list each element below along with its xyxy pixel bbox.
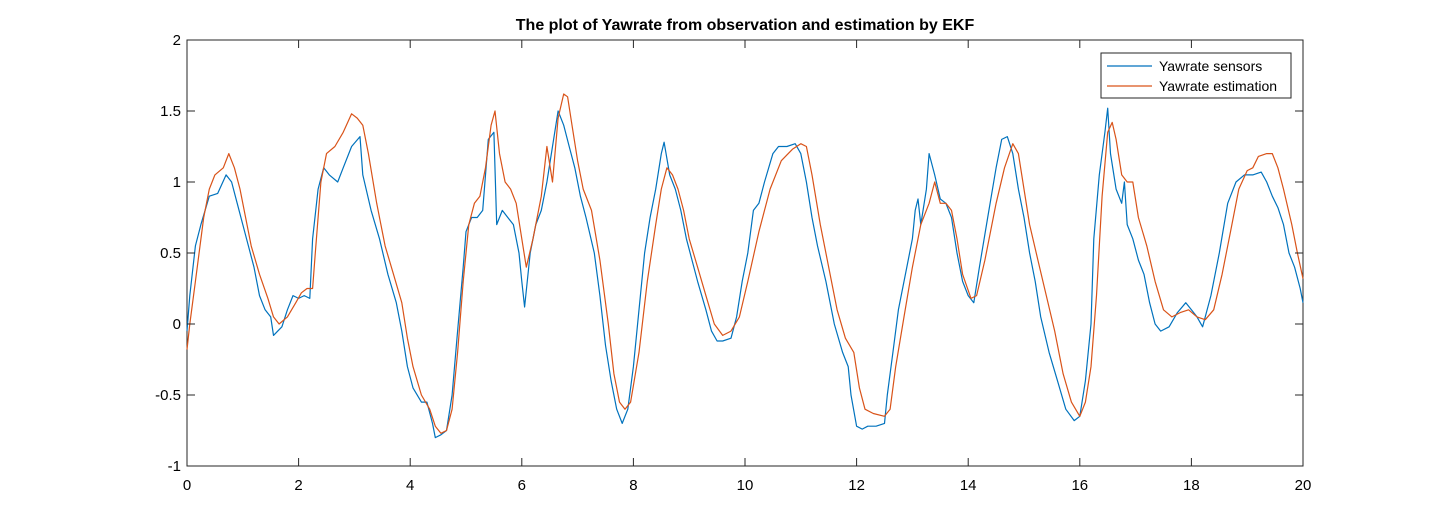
- y-tick-label: 1.5: [160, 103, 181, 120]
- x-tick-label: 10: [737, 477, 754, 494]
- y-tick-label: 0: [173, 316, 181, 333]
- chart-title: The plot of Yawrate from observation and…: [516, 17, 975, 34]
- legend: Yawrate sensors Yawrate estimation: [1100, 52, 1292, 99]
- y-tick-label: -0.5: [155, 387, 181, 404]
- x-tick-label: 18: [1183, 477, 1200, 494]
- x-tick-label: 12: [848, 477, 865, 494]
- y-tick-label: 2: [173, 32, 181, 49]
- x-tick-label: 2: [294, 477, 302, 494]
- series-line-yawrate-estimation: [186, 93, 1304, 434]
- x-tick-label: 16: [1071, 477, 1088, 494]
- axes-box: [186, 39, 1304, 467]
- series-layer: [186, 93, 1304, 439]
- series-line-yawrate-sensors: [186, 107, 1304, 439]
- x-tick-label: 4: [406, 477, 414, 494]
- y-tick-label: -1: [168, 458, 181, 475]
- ticks-layer: 0 2 4 6 8 10 12 14 16 18 20 -1 -0.5 0 0.5 1 1.5 2: [155, 32, 1311, 494]
- x-tick-label: 6: [518, 477, 526, 494]
- x-tick-label: 20: [1295, 477, 1312, 494]
- x-tick-label: 8: [629, 477, 637, 494]
- y-tick-label: 0.5: [160, 245, 181, 262]
- legend-box: [1100, 52, 1292, 99]
- plot-area: [186, 39, 1304, 467]
- legend-label-yawrate-sensors: Yawrate sensors: [1159, 58, 1262, 74]
- x-tick-label: 0: [183, 477, 191, 494]
- x-tick-label: 14: [960, 477, 977, 494]
- y-tick-label: 1: [173, 174, 181, 191]
- legend-label-yawrate-estimation: Yawrate estimation: [1159, 78, 1277, 94]
